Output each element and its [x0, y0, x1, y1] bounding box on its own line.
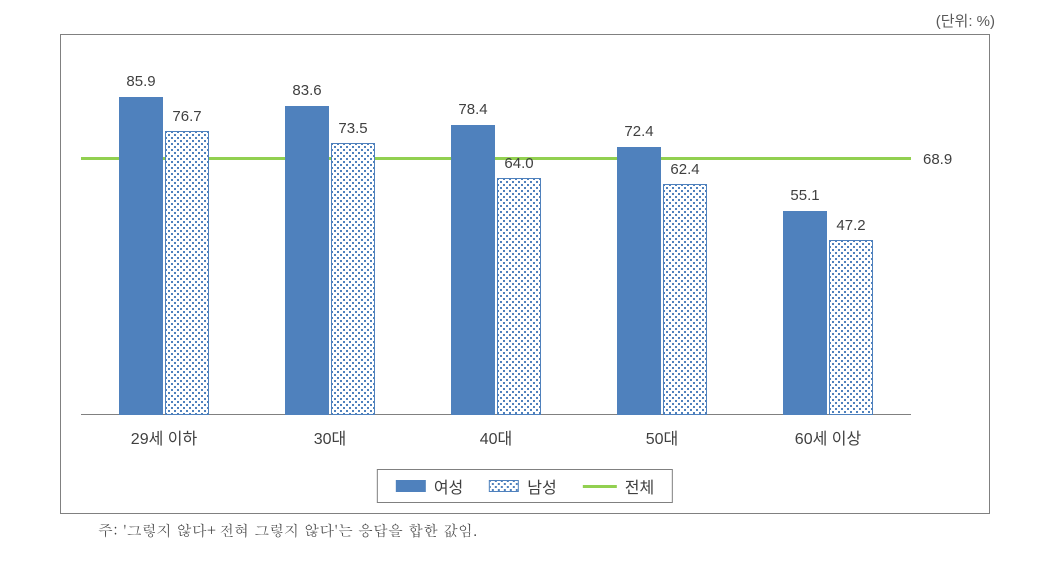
footnote: 주: '그렇지 않다+전혀 그렇지 않다'는 응답을 합한 값임. — [98, 520, 477, 541]
bar-value-female: 72.4 — [617, 123, 661, 140]
legend-label-female: 여성 — [434, 474, 463, 498]
legend-label-total: 전체 — [625, 474, 654, 498]
x-axis-label: 50대 — [579, 425, 745, 449]
bar-group: 85.976.7 — [81, 45, 247, 415]
plot-area: 85.976.783.673.578.464.072.462.455.147.2 — [81, 45, 911, 415]
bar-male: 76.7 — [165, 131, 209, 415]
bar-female: 85.9 — [119, 97, 163, 415]
legend-swatch-female — [396, 480, 426, 492]
bar-male: 62.4 — [663, 184, 707, 415]
x-axis-label: 29세 이하 — [81, 425, 247, 449]
legend-label-male: 남성 — [527, 474, 556, 498]
bar-value-male: 62.4 — [664, 161, 706, 178]
bar-male: 47.2 — [829, 240, 873, 415]
bar-value-female: 78.4 — [451, 101, 495, 118]
legend: 여성 남성 전체 — [377, 469, 673, 503]
x-axis-label: 40대 — [413, 425, 579, 449]
x-axis-label: 30대 — [247, 425, 413, 449]
bar-group: 83.673.5 — [247, 45, 413, 415]
bar-male: 64.0 — [497, 178, 541, 415]
bar-group: 72.462.4 — [579, 45, 745, 415]
bar-group: 55.147.2 — [745, 45, 911, 415]
legend-item-total: 전체 — [583, 474, 654, 498]
unit-label: (단위: %) — [936, 10, 995, 31]
bar-value-female: 83.6 — [285, 82, 329, 99]
bar-male: 73.5 — [331, 143, 375, 415]
legend-swatch-male — [489, 480, 519, 492]
legend-swatch-total — [583, 485, 617, 488]
bar-value-female: 85.9 — [119, 73, 163, 90]
bar-value-male: 73.5 — [332, 120, 374, 137]
legend-item-female: 여성 — [396, 474, 463, 498]
bar-group: 78.464.0 — [413, 45, 579, 415]
x-axis-label: 60세 이상 — [745, 425, 911, 449]
chart-frame: 85.976.783.673.578.464.072.462.455.147.2… — [60, 34, 990, 514]
bar-female: 78.4 — [451, 125, 495, 415]
bar-female: 55.1 — [783, 211, 827, 415]
bar-value-female: 55.1 — [783, 187, 827, 204]
bar-value-male: 64.0 — [498, 155, 540, 172]
x-axis-labels: 29세 이하30대40대50대60세 이상 — [81, 425, 911, 455]
bar-value-male: 47.2 — [830, 217, 872, 234]
total-reference-value: 68.9 — [923, 151, 952, 168]
bar-value-male: 76.7 — [166, 108, 208, 125]
bar-female: 72.4 — [617, 147, 661, 415]
legend-item-male: 남성 — [489, 474, 556, 498]
bar-female: 83.6 — [285, 106, 329, 415]
